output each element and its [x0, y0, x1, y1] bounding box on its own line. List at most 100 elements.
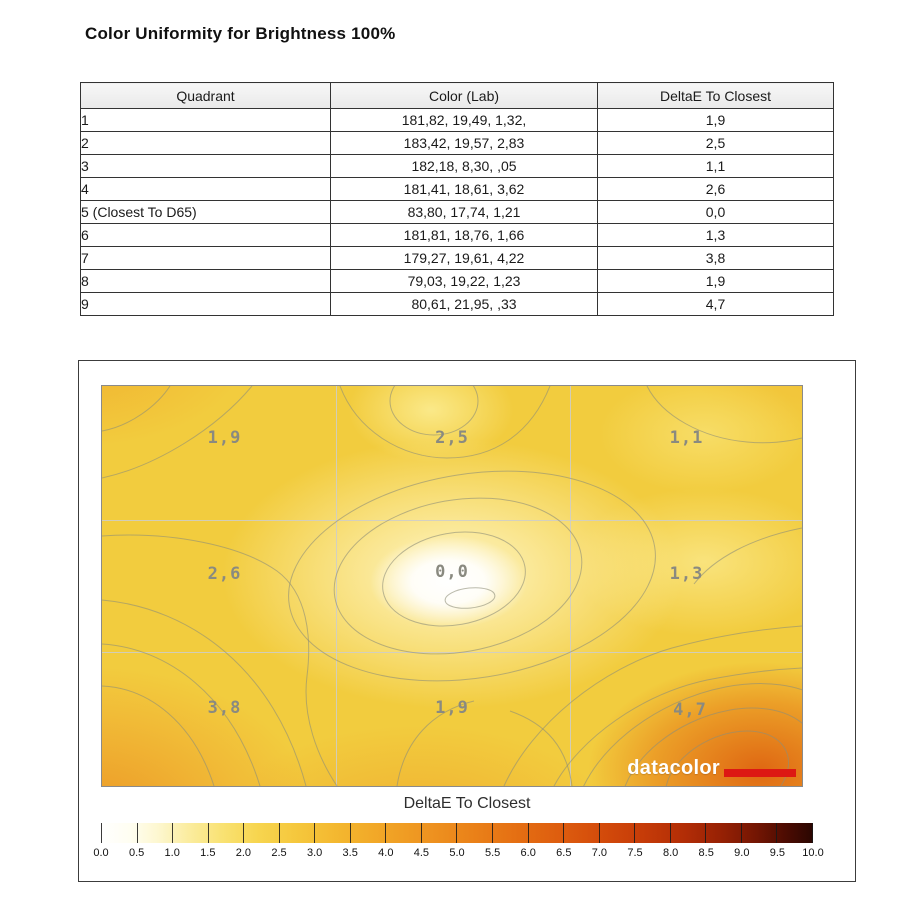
colorbar-tick [669, 823, 706, 843]
lab-cell: 182,18, 8,30, ,05 [330, 154, 598, 178]
colorbar-tick-label: 3.5 [342, 847, 358, 859]
contour-line [339, 386, 551, 459]
contour-line [693, 527, 802, 585]
page-title: Color Uniformity for Brightness 100% [85, 24, 396, 43]
colorbar-tick-label: 6.0 [520, 847, 536, 859]
colorbar-tick-label: 0.0 [93, 847, 109, 859]
grid-line-horizontal-2 [102, 652, 802, 653]
colorbar-tick-label: 1.5 [200, 847, 216, 859]
datacolor-logo: datacolor [627, 758, 796, 778]
quadrant-cell: 7 [80, 246, 331, 270]
colorbar-tick [243, 823, 279, 843]
colorbar-tick [456, 823, 492, 843]
lab-cell: 179,27, 19,61, 4,22 [330, 246, 598, 270]
quadrant-cell: 9 [80, 292, 331, 316]
column-header-color-lab: Color (Lab) [330, 82, 598, 109]
colorbar-tick [563, 823, 599, 843]
colorbar-tick-label: 1.0 [164, 847, 180, 859]
uniformity-table: Quadrant Color (Lab) DeltaE To Closest 1… [80, 82, 834, 316]
contour-line [509, 710, 573, 786]
colorbar-tick-label: 10.0 [802, 847, 824, 859]
delta-cell: 1,9 [597, 269, 834, 293]
delta-cell: 2,6 [597, 177, 834, 201]
table-row: 8 79,03, 19,22, 1,23 1,9 [80, 269, 834, 293]
colorbar-tick-label: 5.5 [484, 847, 501, 859]
contour-label-q3: 1,1 [669, 428, 704, 448]
uniformity-chart-panel: 1,9 2,5 1,1 2,6 0,0 1,3 3,8 1,9 4,7 data… [78, 360, 856, 882]
lab-cell: 79,03, 19,22, 1,23 [330, 269, 598, 293]
colorbar-tick-labels: 0.0 0.5 1.0 1.5 2.0 2.5 3.0 3.5 4.0 4.5 … [93, 847, 823, 861]
colorbar-tick-label: 5.0 [449, 847, 465, 859]
datacolor-logo-text: datacolor [627, 757, 720, 779]
lab-cell: 183,42, 19,57, 2,83 [330, 131, 598, 155]
contour-line [553, 667, 802, 786]
colorbar-tick [172, 823, 208, 843]
delta-cell: 1,3 [597, 223, 834, 247]
colorbar-tick-label: 8.5 [698, 847, 714, 859]
colorbar-tick-label: 3.0 [306, 847, 323, 859]
delta-cell: 0,0 [597, 200, 834, 224]
colorbar-tick-label: 7.5 [627, 847, 643, 859]
contour-label-q9: 4,7 [673, 700, 707, 720]
colorbar-tick-label: 2.5 [271, 847, 287, 859]
column-header-quadrant: Quadrant [80, 82, 331, 109]
table-row: 4 181,41, 18,61, 3,62 2,6 [80, 177, 834, 201]
lab-cell: 83,80, 17,74, 1,21 [330, 200, 598, 224]
colorbar-ticks [101, 823, 813, 843]
colorbar-tick [492, 823, 528, 843]
lab-cell: 181,81, 18,76, 1,66 [330, 223, 598, 247]
table-row: 6 181,81, 18,76, 1,66 1,3 [80, 223, 834, 247]
contour-line [396, 700, 475, 786]
contour-line [646, 386, 802, 444]
colorbar-tick [136, 823, 173, 843]
contour-line [102, 386, 253, 479]
colorbar-tick-label: 8.0 [662, 847, 679, 859]
contour-line [503, 625, 802, 786]
delta-cell: 3,8 [597, 246, 834, 270]
colorbar-gradient [101, 823, 813, 843]
delta-cell: 1,9 [597, 108, 834, 132]
colorbar-title: DeltaE To Closest [403, 795, 531, 812]
colorbar-tick [527, 823, 564, 843]
contour-label-q7: 3,8 [207, 698, 242, 718]
contour-line [102, 599, 307, 786]
colorbar-tick [385, 823, 421, 843]
colorbar-tick-label: 4.0 [378, 847, 394, 859]
contour-line [102, 643, 261, 786]
contour-line [444, 587, 496, 609]
quadrant-cell: 3 [80, 154, 331, 178]
quadrant-cell: 8 [80, 269, 331, 293]
contour-label-q1: 1,9 [207, 428, 242, 448]
table-row: 3 182,18, 8,30, ,05 1,1 [80, 154, 834, 178]
contour-line [389, 386, 479, 436]
lab-cell: 181,82, 19,49, 1,32, [330, 108, 598, 132]
contour-lines [102, 386, 802, 786]
grid-line-horizontal-1 [102, 520, 802, 521]
colorbar-tick-label: 2.0 [235, 847, 252, 859]
contour-line [664, 730, 790, 786]
contour-label-q6: 1,3 [669, 564, 704, 584]
contour-line [102, 534, 338, 786]
contour-label-q2: 2,5 [435, 428, 469, 448]
contour-line [102, 685, 215, 786]
table-row: 2 183,42, 19,57, 2,83 2,5 [80, 131, 834, 155]
colorbar-tick-label: 4.5 [413, 847, 430, 859]
contour-label-q8: 1,9 [435, 698, 469, 718]
quadrant-cell: 5 (Closest To D65) [80, 200, 331, 224]
colorbar-tick [598, 823, 635, 843]
datacolor-logo-red-bar [724, 769, 796, 777]
contour-line [573, 683, 802, 786]
colorbar-tick-label: 6.5 [556, 847, 572, 859]
contour-line [333, 497, 583, 655]
contour-label-q4: 2,6 [207, 564, 242, 584]
quadrant-cell: 4 [80, 177, 331, 201]
quadrant-cell: 1 [80, 108, 331, 132]
contour-label-q5: 0,0 [435, 562, 469, 582]
colorbar-tick [349, 823, 386, 843]
colorbar-tick [278, 823, 315, 843]
delta-cell: 4,7 [597, 292, 834, 316]
colorbar-tick [705, 823, 741, 843]
colorbar-tick [101, 823, 137, 843]
colorbar-tick [634, 823, 670, 843]
grid-line-vertical-2 [569, 386, 571, 786]
